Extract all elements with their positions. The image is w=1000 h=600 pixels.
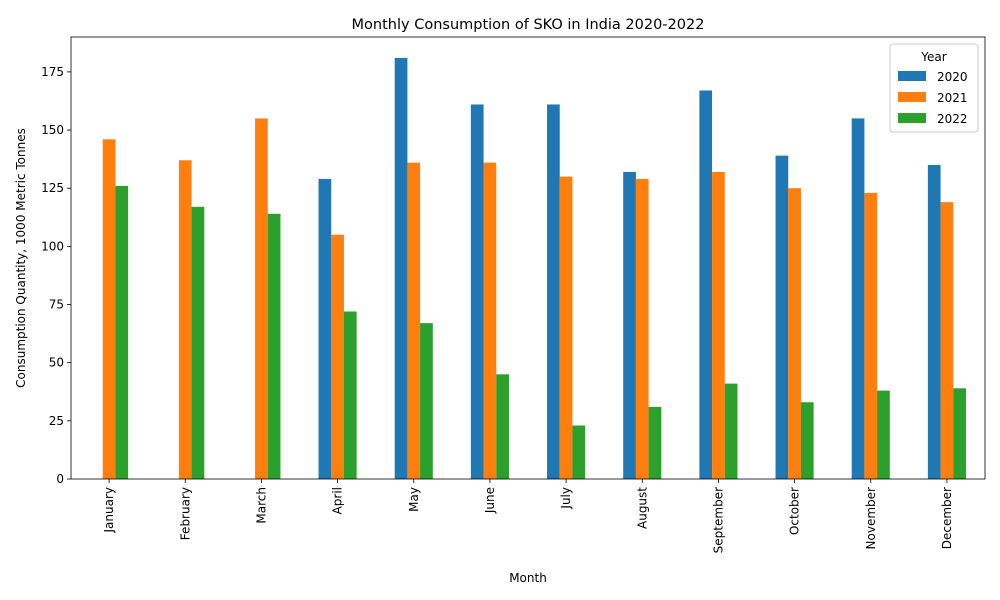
x-tick-label-august: August	[635, 487, 649, 529]
bar-2020-may	[394, 57, 408, 480]
x-tick-label-october: October	[788, 487, 802, 535]
x-tick-label-april: April	[331, 487, 345, 514]
legend-title: Year	[920, 50, 946, 64]
bar-2021-december	[940, 202, 954, 479]
bar-2022-february	[191, 206, 205, 480]
y-tick-label: 0	[56, 472, 64, 486]
legend-label-2021: 2021	[937, 91, 968, 105]
x-tick-label-july: July	[559, 487, 573, 510]
y-axis-label: Consumption Quantity, 1000 Metric Tonnes	[14, 128, 28, 388]
x-tick-label-june: June	[483, 487, 497, 514]
chart-title: Monthly Consumption of SKO in India 2020…	[352, 17, 705, 33]
y-tick-label: 25	[49, 414, 64, 428]
bar-2021-april	[331, 234, 344, 479]
x-axis-label: Month	[509, 571, 547, 585]
plot-frame	[70, 36, 986, 480]
bar-2021-march	[255, 118, 268, 479]
legend-swatch-2021	[898, 92, 926, 102]
x-tick-label-may: May	[407, 487, 421, 512]
bar-2020-june	[470, 104, 484, 479]
y-tick-label: 150	[41, 123, 64, 137]
bar-2020-november	[851, 118, 865, 479]
bar-2022-may	[420, 323, 433, 479]
y-tick-label: 125	[41, 181, 64, 195]
bar-2021-november	[864, 192, 878, 479]
bar-2021-august	[635, 178, 649, 479]
x-tick-label-december: December	[940, 487, 954, 549]
bar-2021-october	[788, 188, 801, 480]
bar-2022-march	[267, 213, 281, 480]
bar-2020-july	[547, 104, 560, 479]
bar-2020-october	[775, 155, 789, 480]
bar-2022-january	[115, 185, 129, 479]
bar-2022-june	[496, 374, 509, 479]
bar-2021-february	[178, 160, 192, 479]
bar-2022-july	[572, 425, 586, 479]
bar-2022-december	[953, 388, 966, 479]
x-tick-label-november: November	[864, 487, 878, 549]
bar-2022-november	[877, 390, 890, 479]
legend-label-2022: 2022	[937, 112, 968, 126]
bars-group	[102, 57, 966, 480]
bar-2021-july	[559, 176, 573, 479]
bar-2020-august	[623, 171, 636, 479]
legend: Year 2020 2021 2022	[889, 43, 979, 133]
legend-frame	[889, 43, 979, 133]
bar-2021-may	[407, 162, 421, 480]
bar-2021-june	[483, 162, 497, 480]
axes-group: 0 25 50 75 100 125 150 175 January February March A…	[41, 36, 986, 553]
x-tick-label-february: February	[178, 487, 192, 540]
legend-swatch-2020	[898, 71, 926, 81]
bar-2020-september	[699, 90, 713, 480]
bar-2020-april	[318, 178, 332, 479]
legend-label-2020: 2020	[937, 70, 968, 84]
bar-2021-january	[102, 139, 116, 479]
x-tick-label-march: March	[254, 487, 268, 524]
y-tick-label: 175	[41, 65, 64, 79]
bar-2022-september	[724, 383, 738, 479]
y-tick-label: 50	[49, 356, 64, 370]
x-tick-label-september: September	[711, 487, 725, 553]
x-tick-label-january: January	[102, 487, 116, 534]
bar-2022-october	[800, 402, 814, 479]
bar-2020-december	[927, 164, 941, 479]
legend-swatch-2022	[898, 113, 926, 123]
bar-2022-august	[648, 406, 662, 479]
y-tick-label: 75	[49, 298, 64, 312]
bar-2022-april	[343, 311, 357, 479]
bar-2021-september	[712, 171, 725, 479]
y-tick-label: 100	[41, 239, 64, 253]
